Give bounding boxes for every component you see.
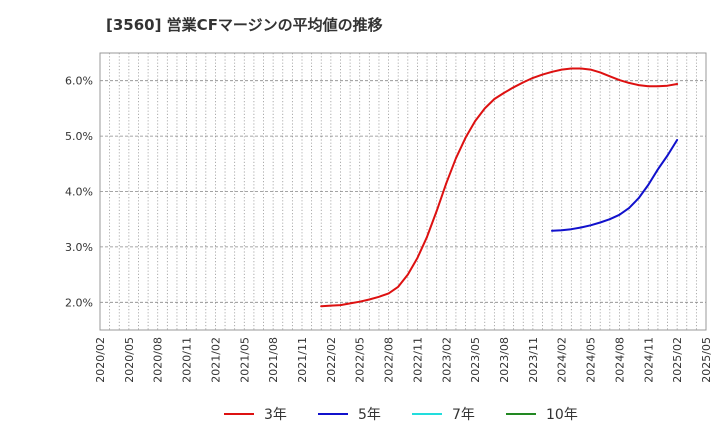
grid <box>100 53 706 330</box>
data-point-1 <box>329 304 332 307</box>
data-point-1 <box>512 86 515 89</box>
data-point-1 <box>474 120 477 123</box>
data-point-1 <box>358 300 361 303</box>
x-tick-label: 2024/08 <box>613 337 626 383</box>
data-point-1 <box>666 84 669 87</box>
data-point-1 <box>551 70 553 73</box>
data-point-1 <box>397 285 400 288</box>
x-tick-label: 2021/08 <box>267 337 280 383</box>
x-tick-label: 2020/02 <box>94 337 107 383</box>
legend-label-2: 5年 <box>358 407 381 423</box>
data-point-1 <box>464 136 467 139</box>
data-point-1 <box>493 98 496 100</box>
legend-label-4: 10年 <box>546 407 578 423</box>
series <box>320 67 679 308</box>
x-tick-label: 2023/08 <box>498 337 511 383</box>
y-tick-label: 4.0% <box>65 186 93 199</box>
data-point-1 <box>637 84 640 87</box>
data-point-1 <box>339 304 342 306</box>
x-tick-label: 2023/02 <box>440 337 453 383</box>
data-point-1 <box>570 67 573 70</box>
x-tick-label: 2024/02 <box>556 337 569 383</box>
legend-label-1: 3年 <box>264 407 287 423</box>
data-point-2 <box>666 154 669 157</box>
x-tick-label: 2022/11 <box>411 337 424 383</box>
data-point-2 <box>647 183 650 186</box>
series-line-2 <box>551 139 679 232</box>
plot-area <box>99 52 707 331</box>
data-point-2 <box>657 168 659 171</box>
x-tick-label: 2022/02 <box>325 337 338 383</box>
data-point-1 <box>608 75 611 78</box>
x-tick-label: 2022/08 <box>383 337 396 383</box>
data-point-1 <box>426 236 428 238</box>
axes: 2.0% 3.0% 4.0% 5.0% 6.0% 2020/02 2020/05 2020/0… <box>65 75 713 383</box>
data-point-1 <box>368 298 371 301</box>
data-point-2 <box>676 139 679 141</box>
x-tick-label: 2020/11 <box>181 337 194 383</box>
data-point-1 <box>320 305 323 308</box>
data-point-1 <box>541 73 544 76</box>
x-tick-label: 2021/11 <box>296 337 309 383</box>
x-tick-label: 2021/05 <box>238 337 251 383</box>
data-point-1 <box>503 91 505 94</box>
x-tick-label: 2021/02 <box>209 337 222 383</box>
x-tick-label: 2022/05 <box>354 337 367 383</box>
data-point-2 <box>589 224 592 227</box>
data-point-2 <box>599 221 602 224</box>
data-point-2 <box>551 229 553 232</box>
data-point-2 <box>637 197 640 200</box>
x-tick-label: 2024/11 <box>642 337 655 383</box>
data-point-1 <box>618 79 621 82</box>
data-point-1 <box>647 85 650 88</box>
data-point-1 <box>599 71 602 74</box>
data-point-1 <box>628 82 630 84</box>
y-tick-label: 3.0% <box>65 241 93 254</box>
data-point-1 <box>589 68 592 71</box>
data-point-1 <box>378 295 380 298</box>
data-point-1 <box>522 81 525 84</box>
data-point-1 <box>445 182 448 185</box>
data-point-1 <box>657 85 659 88</box>
data-point-1 <box>483 107 486 110</box>
x-tick-label: 2020/05 <box>123 337 136 383</box>
data-point-1 <box>531 77 534 79</box>
data-point-1 <box>387 292 390 295</box>
y-tick-label: 2.0% <box>65 296 93 309</box>
x-tick-label: 2023/11 <box>527 337 540 383</box>
legend-label-3: 7年 <box>452 407 475 423</box>
legend: 3年 5年 7年 10年 <box>224 407 578 423</box>
series-line-1 <box>320 67 679 308</box>
x-tick-label: 2020/08 <box>152 337 165 383</box>
data-point-2 <box>608 218 611 221</box>
data-point-1 <box>406 273 409 276</box>
data-point-1 <box>416 257 419 259</box>
data-point-2 <box>560 229 563 232</box>
x-tick-label: 2023/05 <box>469 337 482 383</box>
data-point-1 <box>349 302 351 305</box>
data-point-1 <box>580 67 582 70</box>
x-tick-label: 2025/02 <box>671 337 684 383</box>
data-point-2 <box>580 226 582 229</box>
y-tick-label: 6.0% <box>65 75 93 88</box>
x-tick-label: 2025/05 <box>700 337 713 383</box>
data-point-1 <box>435 209 438 212</box>
y-tick-label: 5.0% <box>65 130 93 143</box>
data-point-2 <box>618 213 621 216</box>
data-point-1 <box>676 83 679 85</box>
data-point-1 <box>560 68 563 71</box>
data-point-1 <box>455 157 457 160</box>
data-point-2 <box>570 228 573 231</box>
x-tick-label: 2024/05 <box>585 337 598 383</box>
chart-title: [3560] 営業CFマージンの平均値の推移 <box>106 16 383 34</box>
data-point-2 <box>628 207 630 210</box>
